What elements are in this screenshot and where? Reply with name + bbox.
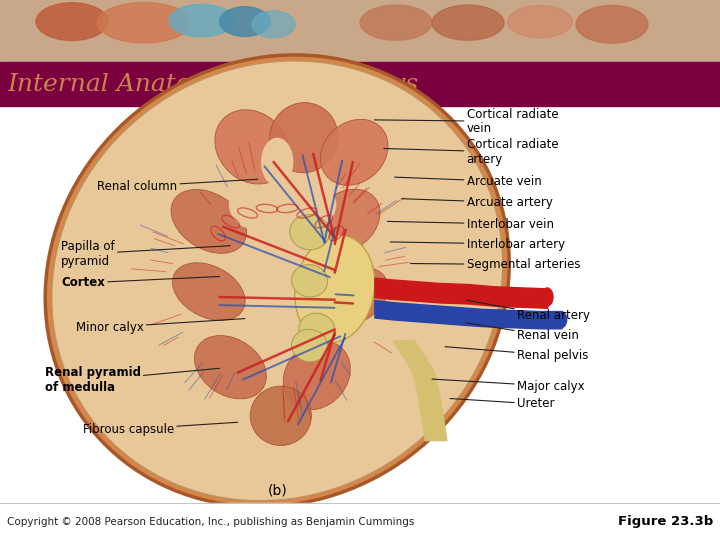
Text: Fibrous capsule: Fibrous capsule	[83, 422, 238, 436]
Ellipse shape	[269, 103, 338, 173]
Ellipse shape	[251, 386, 312, 445]
Ellipse shape	[432, 5, 504, 40]
Ellipse shape	[52, 61, 503, 501]
Text: Interlobar artery: Interlobar artery	[390, 238, 564, 251]
Text: Segmental arteries: Segmental arteries	[410, 258, 580, 271]
Ellipse shape	[220, 6, 270, 37]
Ellipse shape	[283, 341, 351, 410]
Ellipse shape	[237, 252, 267, 288]
Text: Renal vein: Renal vein	[467, 323, 579, 342]
Ellipse shape	[320, 119, 388, 185]
Ellipse shape	[289, 215, 330, 249]
Ellipse shape	[305, 192, 336, 229]
Text: Interlobar vein: Interlobar vein	[387, 218, 554, 231]
Text: Papilla of
pyramid: Papilla of pyramid	[61, 240, 230, 268]
Ellipse shape	[299, 313, 335, 346]
Text: Arcuate artery: Arcuate artery	[402, 196, 552, 209]
Ellipse shape	[292, 265, 328, 297]
Ellipse shape	[295, 235, 374, 343]
Text: Internal Anatomy of the Kidneys: Internal Anatomy of the Kidneys	[7, 73, 418, 96]
Ellipse shape	[173, 263, 245, 320]
Text: Renal artery: Renal artery	[467, 300, 590, 322]
Ellipse shape	[576, 5, 648, 43]
Text: Copyright © 2008 Pearson Education, Inc., publishing as Benjamin Cummings: Copyright © 2008 Pearson Education, Inc.…	[7, 517, 415, 526]
Ellipse shape	[169, 4, 234, 37]
Ellipse shape	[261, 138, 294, 186]
Ellipse shape	[541, 287, 554, 307]
Text: Cortical radiate
vein: Cortical radiate vein	[374, 107, 558, 136]
Ellipse shape	[45, 55, 509, 507]
Text: Cortical radiate
artery: Cortical radiate artery	[384, 138, 558, 166]
Ellipse shape	[251, 310, 282, 348]
Bar	[0, 503, 720, 540]
Ellipse shape	[215, 110, 289, 184]
Ellipse shape	[508, 5, 572, 38]
Ellipse shape	[252, 11, 295, 38]
Text: Renal column: Renal column	[97, 179, 258, 193]
Ellipse shape	[36, 3, 108, 40]
Ellipse shape	[305, 252, 336, 288]
Text: Renal pelvis: Renal pelvis	[445, 347, 588, 362]
Text: Figure 23.3b: Figure 23.3b	[618, 515, 713, 528]
Text: Arcuate vein: Arcuate vein	[395, 175, 541, 188]
Text: Renal pyramid
of medulla: Renal pyramid of medulla	[45, 366, 220, 394]
Ellipse shape	[97, 3, 191, 43]
Text: Minor calyx: Minor calyx	[76, 319, 245, 334]
Text: Major calyx: Major calyx	[432, 379, 585, 393]
Bar	[0, 62, 720, 106]
Bar	[0, 106, 720, 503]
Ellipse shape	[294, 316, 325, 354]
Ellipse shape	[360, 5, 432, 40]
Ellipse shape	[318, 267, 388, 327]
Text: (b): (b)	[267, 483, 287, 497]
Ellipse shape	[311, 189, 380, 254]
Ellipse shape	[229, 192, 261, 229]
Bar	[0, 0, 720, 62]
Ellipse shape	[194, 335, 266, 399]
Ellipse shape	[171, 190, 246, 253]
Ellipse shape	[292, 329, 328, 362]
Ellipse shape	[556, 311, 567, 328]
Text: Ureter: Ureter	[450, 397, 554, 410]
Text: Cortex: Cortex	[61, 276, 220, 289]
